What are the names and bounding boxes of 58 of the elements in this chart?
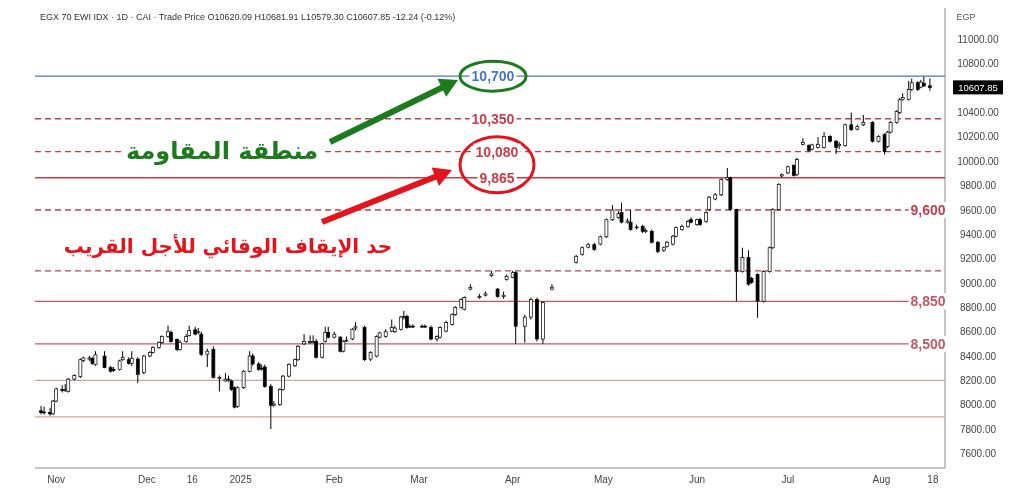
candlestick: [522, 314, 527, 344]
candlestick: [528, 297, 533, 321]
x-tick-label: Mar: [410, 474, 429, 485]
x-tick-label: 18: [927, 474, 939, 485]
candlestick: [205, 348, 210, 368]
x-tick-label: Apr: [504, 474, 522, 485]
candlestick: [135, 356, 140, 384]
y-tick-label: 10200.00: [957, 131, 1000, 143]
y-tick-label: 9000.00: [959, 277, 997, 289]
candlestick: [816, 136, 820, 150]
x-tick-label: 2025: [229, 474, 253, 485]
y-tick-label: 8000.00: [959, 399, 997, 411]
candlestick: [550, 283, 554, 291]
candlestick: [420, 323, 424, 329]
y-tick-label: 8400.00: [959, 350, 997, 362]
candlestick: [849, 112, 854, 132]
x-tick-label: Aug: [872, 474, 891, 485]
y-tick-label: 10000.00: [957, 155, 1000, 167]
y-tick-label: 10800.00: [957, 58, 1000, 70]
y-tick-label: 9800.00: [959, 180, 997, 192]
y-tick-label: 9400.00: [959, 228, 997, 240]
x-tick-label: May: [593, 474, 613, 485]
candlestick: [801, 137, 805, 147]
ref-line-label: 10,350: [471, 110, 515, 127]
y-tick-label: 7800.00: [959, 423, 997, 435]
text: 10607.85: [958, 81, 998, 93]
y-tick-label: 11000.00: [957, 34, 999, 46]
annotation: حد الإيقاف الوقائي للأجل القريب: [63, 233, 393, 259]
chart-title: EGX 70 EWI IDX · 1D · CAI · Trade Price O10620.09 H10681.91 L10579.30 C10607.85 -12.24 (-0.12%): [40, 12, 456, 22]
y-tick-label: 8800.00: [959, 301, 997, 313]
y-tick-label: 10400.00: [957, 107, 1000, 119]
ref-line-label: 8,500: [910, 335, 946, 352]
x-tick-label: Jun: [689, 474, 706, 485]
candlestick: [411, 323, 415, 329]
annotation: منطقة المقاومة: [125, 137, 319, 165]
candlestick: [42, 406, 46, 415]
ref-line-label: 10,700: [471, 68, 515, 85]
candlestick: [166, 325, 170, 339]
ref-line-label: 9,600: [910, 202, 946, 219]
candlestick: [199, 331, 204, 357]
y-tick-label: 7600.00: [959, 447, 997, 459]
x-tick-label: Nov: [47, 474, 66, 485]
candlestick: [39, 405, 43, 415]
ref-line-label: 9,865: [479, 169, 515, 186]
y-tick-label: 9600.00: [959, 204, 997, 216]
x-tick-label: 16: [186, 474, 199, 485]
y-tick-label: 8200.00: [959, 374, 997, 386]
ref-line-label: 10,080: [475, 143, 519, 160]
x-tick-label: Jul: [781, 474, 795, 485]
x-tick-label: Dec: [137, 474, 156, 485]
candlestick: [423, 323, 427, 329]
y-tick-label: 8600.00: [959, 326, 997, 338]
ref-line-label: 8,850: [910, 293, 946, 310]
text: EGP: [956, 12, 976, 22]
x-tick-label: Feb: [325, 474, 344, 485]
candlestick: [928, 77, 932, 92]
y-tick-label: 9200.00: [959, 253, 997, 265]
candlestick: [302, 333, 306, 346]
